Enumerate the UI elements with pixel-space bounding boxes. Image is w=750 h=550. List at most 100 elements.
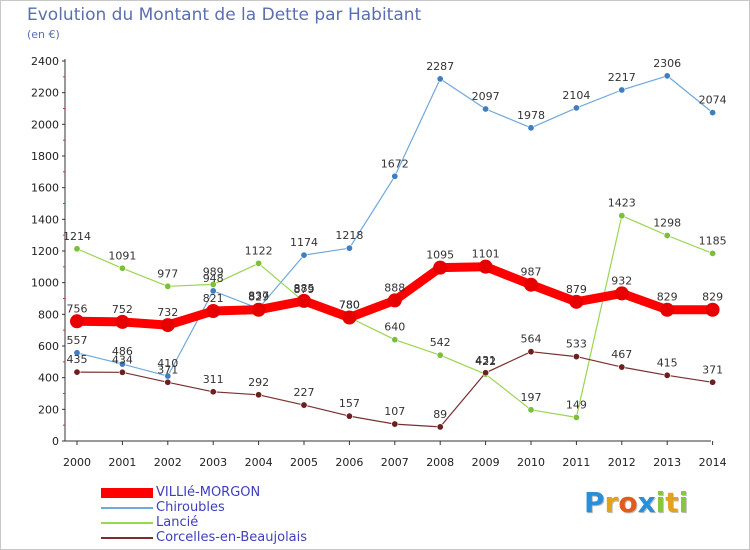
data-point: [436, 75, 444, 83]
data-label: 467: [611, 348, 632, 361]
data-label: 1185: [699, 234, 727, 247]
logo-letter: P: [584, 486, 605, 519]
x-tick-label: 2013: [653, 456, 681, 469]
data-label: 1101: [472, 248, 500, 261]
data-label: 2074: [699, 94, 727, 107]
data-point: [663, 72, 671, 80]
data-label: 888: [384, 281, 405, 294]
logo-letter: i: [655, 486, 666, 519]
y-tick-label: 800: [38, 308, 59, 321]
data-point: [118, 360, 126, 368]
data-point: [663, 231, 671, 239]
data-label: 780: [339, 299, 360, 312]
data-point: [115, 314, 130, 329]
data-point: [478, 259, 493, 274]
data-point: [164, 282, 172, 290]
data-point: [209, 388, 217, 396]
x-tick-label: 2000: [63, 456, 91, 469]
data-label: 837: [248, 289, 269, 302]
data-label: 564: [521, 333, 542, 346]
data-point: [618, 363, 626, 371]
data-point: [618, 86, 626, 94]
data-label: 732: [157, 306, 178, 319]
data-label: 533: [566, 338, 587, 351]
data-label: 885: [294, 282, 315, 295]
x-tick-label: 2011: [562, 456, 590, 469]
data-point: [297, 293, 311, 308]
x-tick-label: 2009: [472, 456, 500, 469]
data-point: [300, 401, 308, 409]
data-label: 1672: [381, 157, 409, 170]
data-label: 435: [67, 353, 88, 366]
data-label: 756: [67, 302, 88, 315]
series-2: [73, 212, 717, 421]
data-label: 371: [157, 363, 178, 376]
data-label: 829: [702, 291, 723, 304]
chart-unit: (en €): [27, 28, 60, 41]
x-tick-label: 2007: [381, 456, 409, 469]
data-label: 1423: [608, 197, 636, 210]
x-tick-label: 2008: [426, 456, 454, 469]
data-point: [482, 369, 490, 377]
logo-letter: i: [678, 486, 689, 519]
x-tick-label: 2001: [108, 456, 136, 469]
data-point: [118, 264, 126, 272]
data-point: [73, 245, 81, 253]
data-label: 2306: [653, 57, 681, 70]
proxiti-logo: Proxiti: [584, 486, 688, 519]
data-point: [663, 371, 671, 379]
data-point: [709, 378, 717, 386]
legend-label: VILLIé-MORGON: [156, 485, 261, 500]
data-point: [300, 251, 308, 259]
data-label: 157: [339, 397, 360, 410]
data-label: 415: [657, 356, 678, 369]
data-point: [705, 302, 720, 317]
series-0: [70, 259, 720, 333]
data-point: [391, 172, 399, 180]
y-tick-label: 2200: [31, 87, 59, 100]
data-labels-layer: 756 752 732 821 829 885 780 888 1095 1101 987 879 93…: [63, 57, 727, 421]
data-label: 311: [203, 373, 224, 386]
data-point: [527, 406, 535, 414]
y-tick-label: 1200: [31, 245, 59, 258]
data-label: 431: [475, 354, 496, 367]
legend-swatch: [101, 488, 153, 498]
data-label: 422: [475, 355, 496, 368]
y-tick-label: 1800: [31, 150, 59, 163]
x-tick-label: 2012: [608, 456, 636, 469]
data-label: 149: [566, 398, 587, 411]
data-label: 752: [112, 303, 133, 316]
data-label: 1978: [517, 109, 545, 122]
data-point: [209, 280, 217, 288]
data-label: 197: [521, 391, 542, 404]
data-label: 640: [384, 321, 405, 334]
data-point: [70, 314, 84, 329]
data-label: 292: [248, 376, 269, 389]
data-point: [572, 104, 580, 112]
data-label: 2097: [472, 90, 500, 103]
logo-letter: r: [604, 486, 619, 519]
data-label: 932: [611, 274, 632, 287]
legend-label: Chiroubles: [156, 500, 225, 515]
y-tick-label: 2400: [31, 55, 59, 68]
data-point: [527, 124, 535, 132]
data-label: 987: [521, 266, 542, 279]
data-label: 2217: [608, 71, 636, 84]
x-tick-label: 2004: [245, 456, 273, 469]
y-tick-label: 400: [38, 372, 59, 385]
data-point: [569, 294, 584, 309]
data-point: [387, 293, 402, 308]
data-point: [391, 336, 399, 344]
data-point: [436, 423, 444, 431]
data-label: 821: [203, 292, 224, 305]
chart-axes: 0 200 400 600 800 1000 1200 1400 1600 1800 2000 220…: [31, 55, 727, 469]
data-label: 2287: [426, 60, 454, 73]
data-label: 977: [157, 267, 178, 280]
data-point: [73, 349, 81, 357]
data-point: [164, 378, 172, 386]
data-label: 1095: [426, 249, 454, 262]
data-point: [342, 310, 357, 325]
legend-label: Corcelles-en-Beaujolais: [156, 530, 308, 545]
